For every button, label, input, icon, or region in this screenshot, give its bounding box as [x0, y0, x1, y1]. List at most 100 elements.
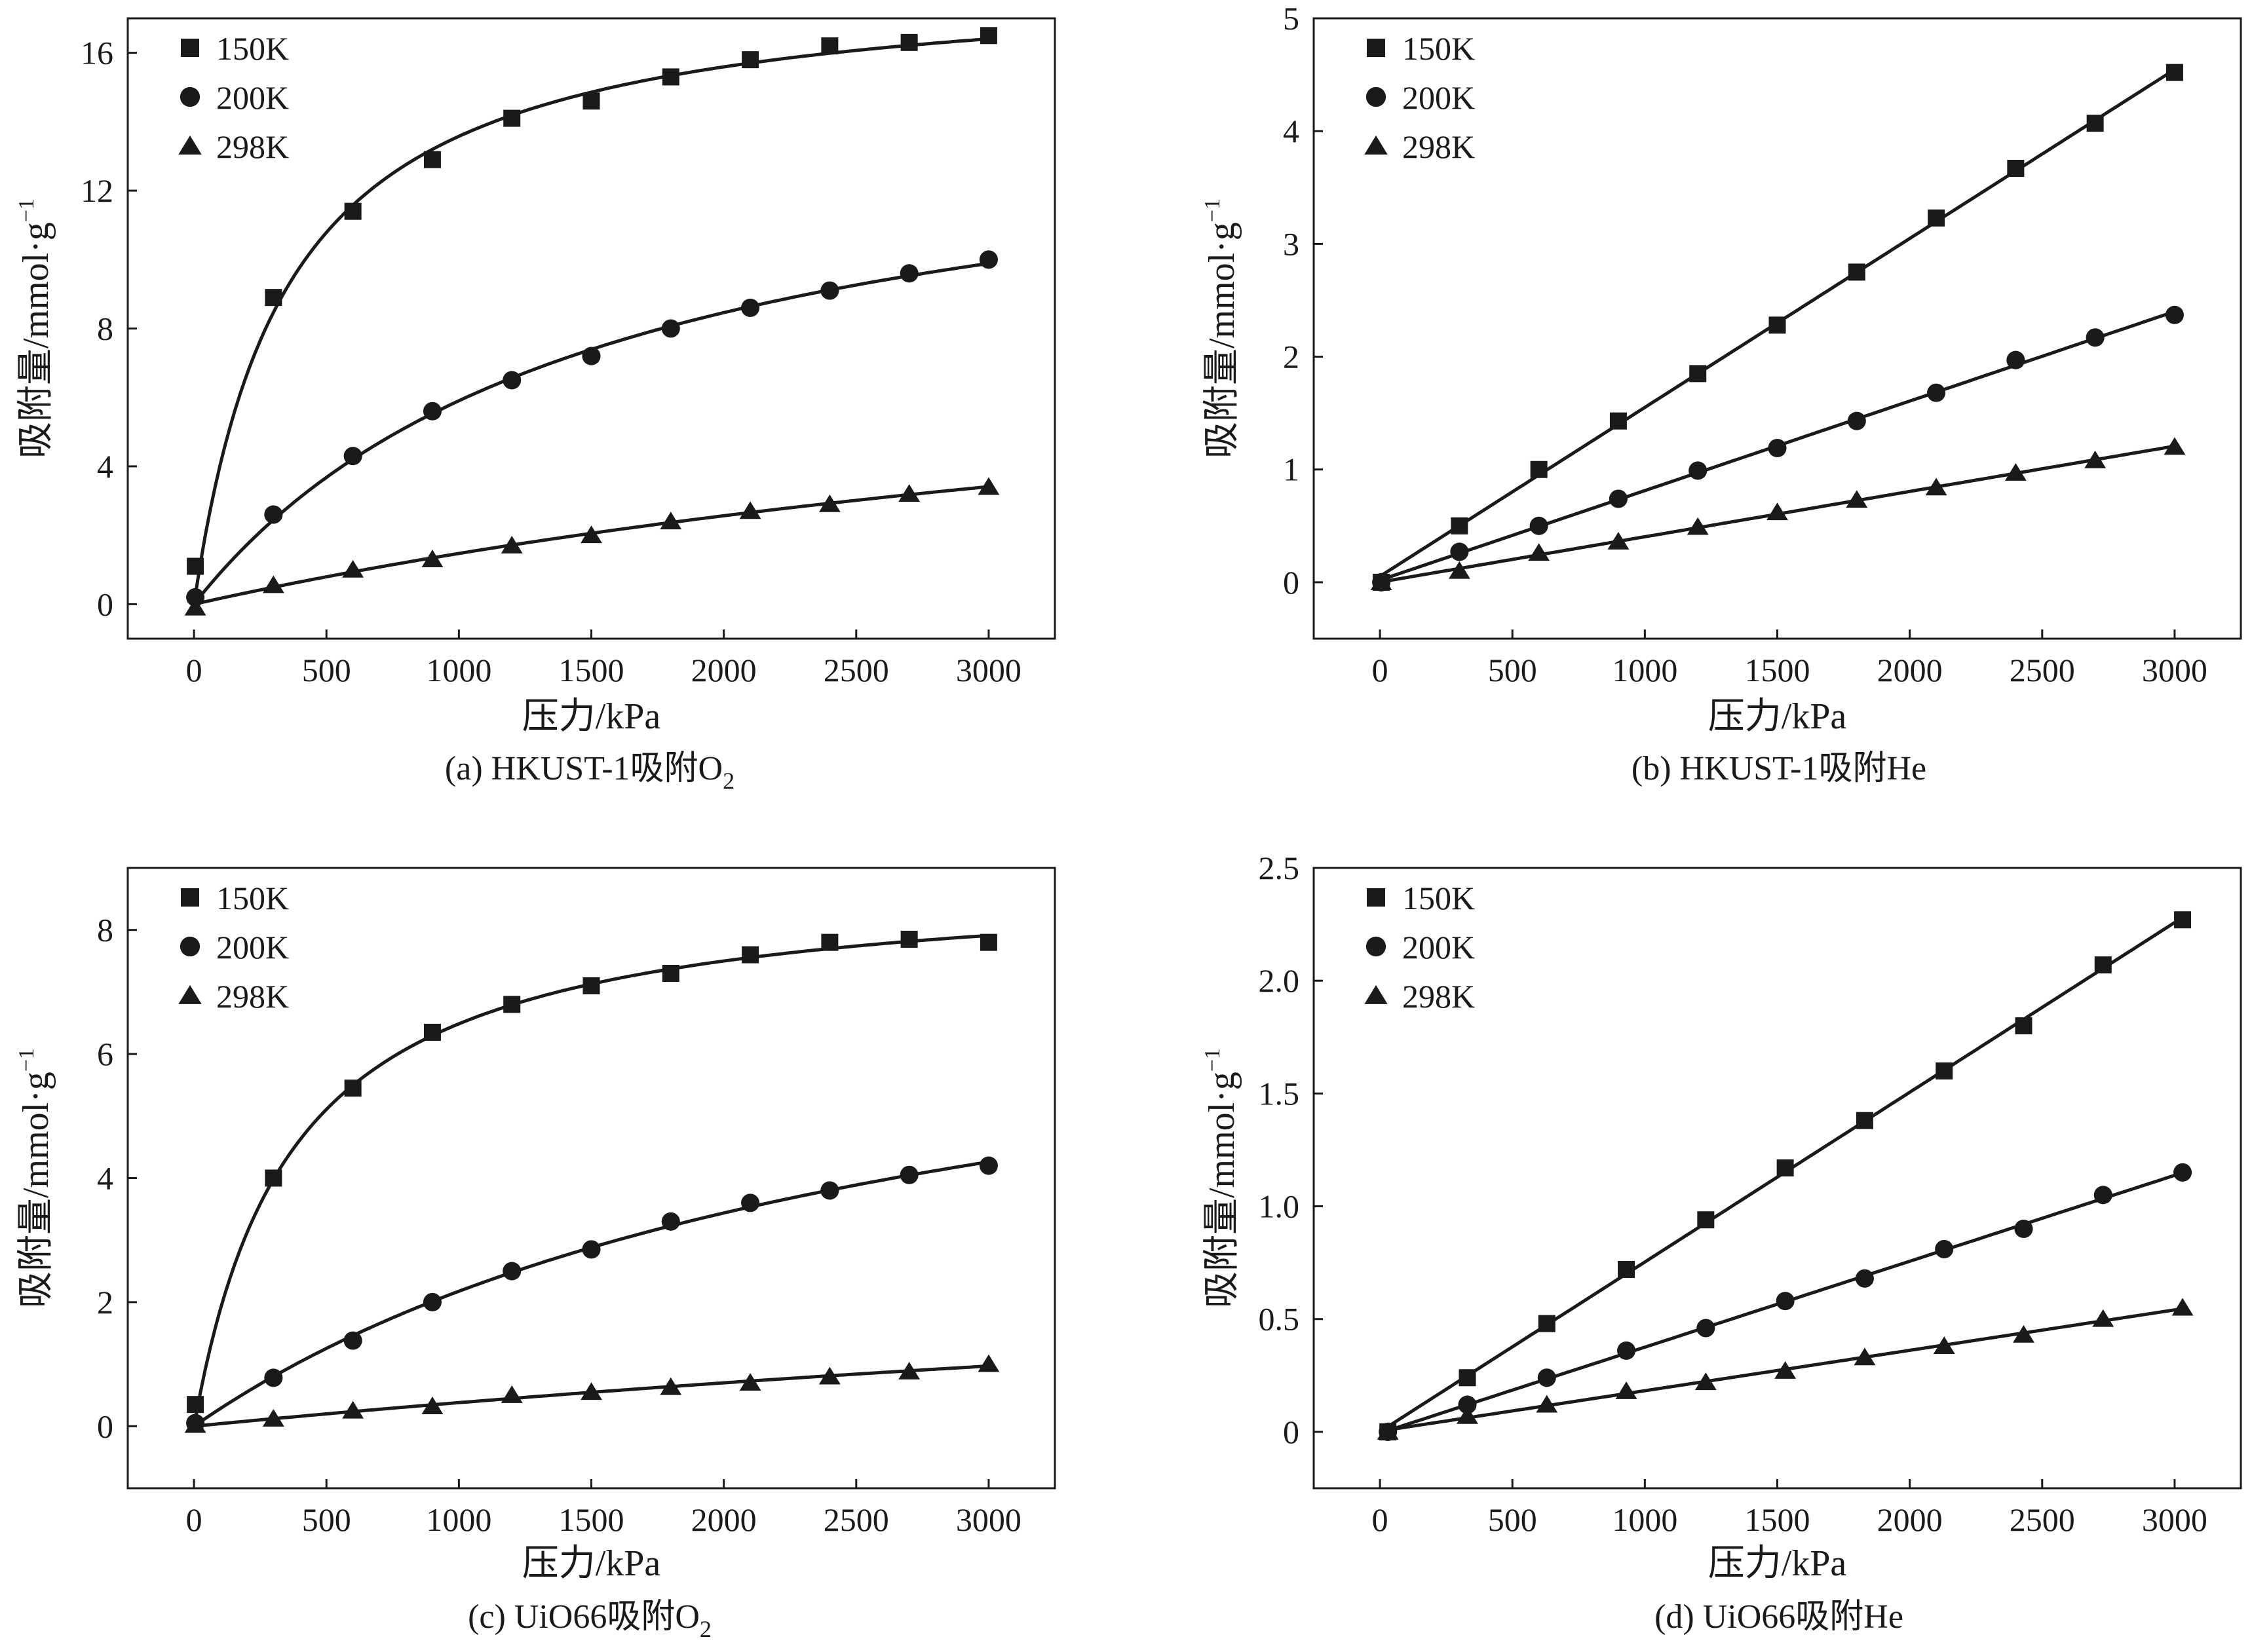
x-tick-label: 0	[1372, 1501, 1388, 1538]
data-point-150K	[503, 109, 521, 127]
data-point-150K	[2015, 1017, 2033, 1035]
data-point-150K	[1689, 365, 1707, 383]
legend-label: 200K	[216, 79, 289, 116]
data-point-150K	[742, 51, 759, 69]
x-axis-label: 压力/kPa	[522, 1543, 661, 1584]
y-axis-label-superscript: −1	[14, 198, 39, 222]
data-point-298K	[1694, 1372, 1717, 1391]
y-tick-label: 1.5	[1259, 1075, 1300, 1112]
fit-line-200K	[194, 261, 989, 604]
x-tick-label: 2500	[824, 1501, 889, 1538]
x-axis-label: 压力/kPa	[1708, 1543, 1847, 1584]
legend-label: 298K	[1402, 128, 1475, 165]
data-point-298K	[1925, 478, 1947, 496]
data-point-298K	[2084, 451, 2107, 468]
y-axis-label: 吸附量/mmol·g−1	[1200, 198, 1242, 459]
y-tick-label: 2	[1283, 339, 1299, 375]
data-point-150K	[265, 289, 282, 307]
data-point-200K	[1855, 1269, 1874, 1288]
data-point-200K	[741, 298, 760, 317]
panel-caption: (d) UiO66吸附He	[1654, 1598, 1903, 1636]
data-point-298K	[1377, 1421, 1399, 1440]
data-point-298K	[184, 1415, 206, 1433]
y-axis-label-superscript: −1	[1200, 1048, 1225, 1072]
data-point-150K	[980, 27, 997, 45]
data-point-200K	[1609, 489, 1628, 508]
x-tick-label: 500	[1488, 1501, 1537, 1538]
data-point-200K	[1696, 1319, 1715, 1338]
fit-line-150K	[193, 37, 989, 596]
y-axis-label-text: 吸附量/mmol·g	[16, 1072, 56, 1308]
panel-caption: (b) HKUST-1吸附He	[1632, 750, 1926, 787]
x-tick-label: 2000	[1877, 1501, 1943, 1538]
data-point-200K	[741, 1193, 760, 1212]
x-tick-label: 2500	[2010, 652, 2075, 688]
y-tick-label: 0	[97, 1408, 113, 1444]
y-tick-label: 3	[1283, 225, 1299, 262]
data-point-200K	[343, 447, 362, 466]
x-tick-label: 3000	[956, 1501, 1021, 1538]
legend-label: 150K	[1402, 30, 1475, 67]
data-point-298K	[739, 1373, 761, 1391]
data-point-298K	[421, 550, 444, 567]
data-point-200K	[820, 1181, 839, 1200]
data-point-298K	[660, 512, 682, 530]
data-point-200K	[1776, 1292, 1795, 1311]
data-point-200K	[2165, 305, 2184, 324]
x-tick-label: 2000	[1877, 652, 1943, 688]
data-point-298K	[1766, 502, 1788, 521]
x-tick-label: 2000	[691, 652, 757, 688]
data-point-298K	[818, 494, 841, 512]
data-point-150K	[900, 930, 918, 948]
data-point-298K	[2092, 1309, 2114, 1327]
legend-marker-298K	[178, 135, 202, 155]
legend-label: 200K	[216, 929, 289, 966]
x-tick-label: 0	[1372, 652, 1388, 688]
data-point-150K	[1459, 1369, 1476, 1387]
panel-caption-text: (c) UiO66吸附O	[468, 1598, 700, 1636]
legend-marker-200K	[1365, 936, 1386, 957]
data-point-298K	[1457, 1406, 1478, 1424]
panel-caption-subscript: 2	[700, 1616, 712, 1642]
data-point-200K	[1768, 438, 1787, 458]
x-tick-label: 0	[186, 1501, 202, 1538]
data-point-298K	[184, 597, 206, 616]
y-axis-label: 吸附量/mmol·g−1	[1200, 1048, 1242, 1308]
data-point-298K	[660, 1377, 682, 1395]
data-point-298K	[581, 525, 602, 544]
data-point-150K	[187, 557, 204, 575]
legend-marker-150K	[1367, 888, 1385, 907]
x-tick-label: 3000	[956, 652, 1021, 688]
y-axis-label: 吸附量/mmol·g−1	[14, 198, 56, 459]
data-point-200K	[1537, 1368, 1556, 1387]
panel-caption-text: (b) HKUST-1吸附He	[1632, 750, 1926, 787]
data-point-200K	[2093, 1186, 2112, 1205]
data-point-298K	[1615, 1381, 1637, 1399]
x-tick-label: 1500	[559, 1501, 624, 1538]
legend-marker-150K	[181, 888, 199, 907]
x-tick-label: 1000	[1612, 652, 1677, 688]
data-point-200K	[2173, 1163, 2192, 1182]
data-point-298K	[501, 536, 523, 554]
data-point-150K	[662, 68, 679, 86]
data-point-200K	[1689, 461, 1708, 480]
x-axis-label: 压力/kPa	[522, 696, 661, 737]
legend-marker-150K	[181, 39, 199, 57]
data-point-200K	[1617, 1341, 1636, 1360]
legend-label: 298K	[1402, 978, 1475, 1015]
data-point-150K	[1618, 1260, 1635, 1278]
legend-label: 150K	[1402, 880, 1475, 916]
data-point-150K	[2007, 160, 2025, 178]
x-tick-label: 1500	[1745, 652, 1810, 688]
data-point-298K	[898, 1362, 921, 1380]
y-tick-label: 16	[81, 35, 113, 71]
y-axis-label-text: 吸附量/mmol·g	[16, 222, 56, 459]
y-tick-label: 0	[97, 586, 113, 622]
data-point-150K	[423, 151, 441, 168]
y-tick-label: 0	[1283, 564, 1299, 601]
data-point-200K	[503, 371, 522, 390]
data-point-150K	[900, 33, 918, 51]
data-point-200K	[661, 1212, 680, 1231]
x-tick-label: 3000	[2142, 1501, 2207, 1538]
